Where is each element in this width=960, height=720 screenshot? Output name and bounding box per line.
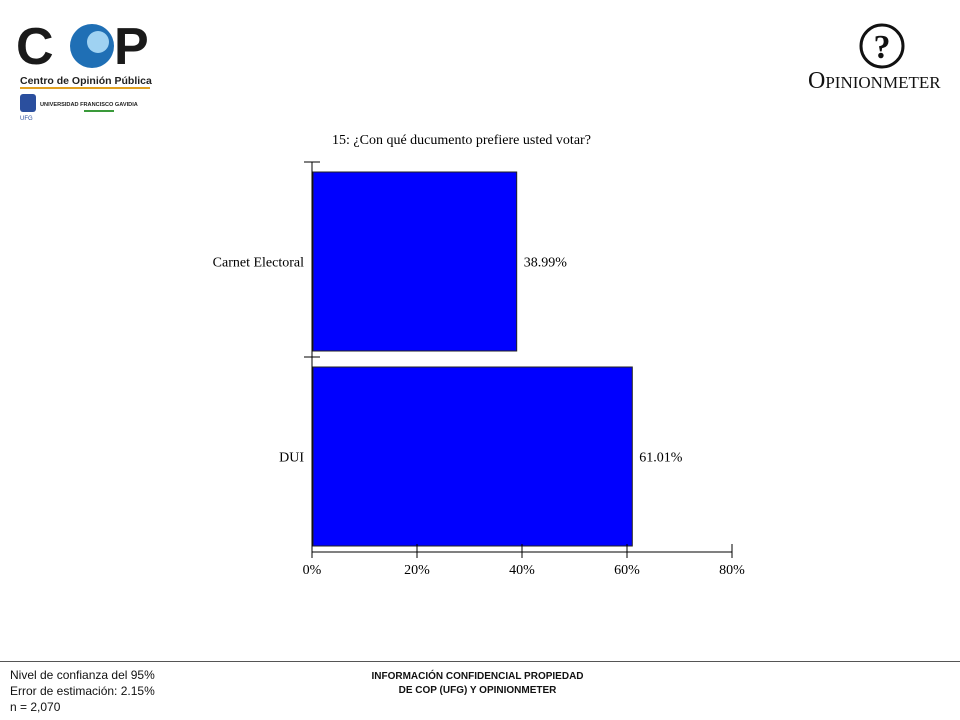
cop-logo-p: P — [114, 18, 149, 76]
x-tick-label-0: 0% — [303, 563, 322, 578]
confidential-line-2: DE COP (UFG) Y OPINIONMETER — [398, 685, 557, 696]
confidence-level: Nivel de confianza del 95% — [10, 668, 155, 682]
ufg-badge: UFG — [20, 116, 33, 122]
x-tick-label-2: 40% — [509, 563, 535, 578]
confidential-line-1: INFORMACIÓN CONFIDENCIAL PROPIEDAD — [371, 671, 584, 682]
value-label-0: 38.99% — [524, 256, 568, 271]
opinionmeter-rest-letters: PINIONMETER — [825, 73, 941, 92]
question-circle-icon — [859, 23, 905, 69]
ufg-text: UNIVERSIDAD FRANCISCO GAVIDIA — [40, 102, 138, 108]
axes-group: 0% 20% 40% 60% 80% — [303, 161, 745, 578]
ufg-shield-icon — [20, 94, 36, 112]
bars-group: Carnet Electoral 38.99% DUI 61.01% — [213, 171, 683, 547]
opinionmeter-logo: ? OPINIONMETER — [808, 23, 941, 94]
x-tick-label-1: 20% — [404, 563, 430, 578]
chart-title: 15: ¿Con qué ducumento prefiere usted vo… — [332, 133, 591, 148]
value-label-1: 61.01% — [639, 451, 683, 466]
category-label-1: DUI — [279, 451, 304, 466]
confidential-notice: INFORMACIÓN CONFIDENCIAL PROPIEDAD DE CO… — [330, 670, 625, 698]
estimation-error: Error de estimación: 2.15% — [10, 684, 155, 698]
bar-chart: 15: ¿Con qué ducumento prefiere usted vo… — [213, 133, 746, 578]
bar-0 — [312, 171, 518, 352]
x-tick-label-3: 60% — [614, 563, 640, 578]
bar-1 — [312, 366, 633, 547]
footer-divider — [0, 661, 960, 662]
cop-logo-rule — [20, 87, 150, 89]
sample-size: n = 2,070 — [10, 700, 61, 714]
cop-logo: C P Centro de Opinión Pública UFG UNIVER… — [16, 18, 152, 122]
opinionmeter-first-letter: O — [808, 68, 825, 94]
opinionmeter-wordmark: OPINIONMETER — [808, 68, 941, 94]
ufg-underline — [84, 110, 114, 112]
cop-logo-globe-highlight — [87, 31, 109, 53]
cop-logo-subtitle: Centro de Opinión Pública — [20, 75, 152, 87]
category-label-0: Carnet Electoral — [213, 256, 304, 271]
x-tick-label-4: 80% — [719, 563, 745, 578]
survey-stats: Nivel de confianza del 95% Error de esti… — [10, 667, 155, 715]
cop-logo-c: C — [16, 18, 54, 76]
question-mark: ? — [874, 29, 891, 66]
